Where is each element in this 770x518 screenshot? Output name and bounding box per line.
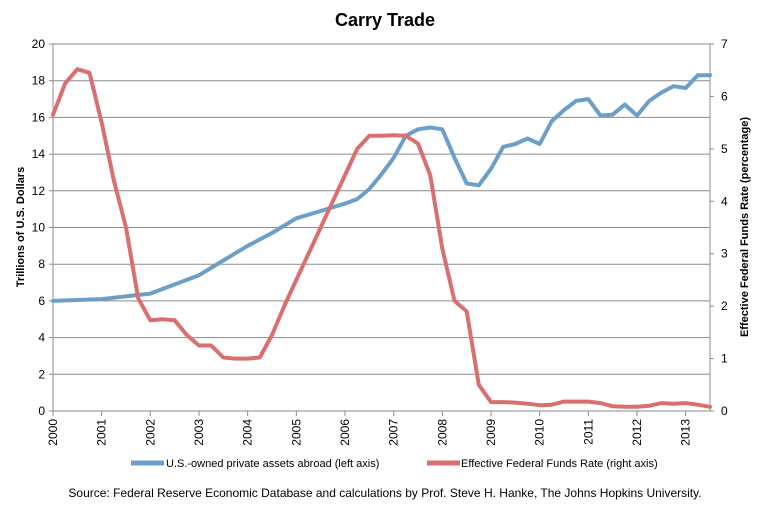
right-tick-label: 3 (721, 247, 728, 261)
right-tick-label: 1 (721, 352, 728, 366)
right-axis-ticks: 0 1 2 3 4 5 6 7 (710, 37, 728, 418)
x-tick-label: 2012 (630, 419, 644, 446)
left-tick-label: 8 (38, 257, 45, 271)
x-axis-ticks: 2000 2001 2002 2003 2004 2005 2006 2007 2008 2009… (46, 411, 693, 446)
series-line-fed-funds-rate (51, 67, 712, 409)
right-axis-label: Effective Federal Funds Rate (percentage… (739, 117, 751, 337)
left-tick-label: 0 (38, 404, 45, 418)
chart-title: Carry Trade (335, 10, 435, 30)
legend: U.S.-owned private assets abroad (left a… (131, 458, 658, 470)
left-tick-label: 14 (32, 147, 46, 161)
right-tick-label: 6 (721, 89, 728, 103)
x-tick-label: 2011 (581, 419, 595, 445)
x-tick-label: 2001 (95, 419, 109, 446)
x-tick-label: 2007 (387, 419, 401, 446)
right-tick-label: 2 (721, 299, 728, 313)
legend-label-assets: U.S.-owned private assets abroad (left a… (166, 458, 379, 470)
source-note: Source: Federal Reserve Economic Databas… (68, 486, 701, 500)
x-tick-label: 2010 (533, 419, 547, 446)
left-axis-label: Trillions of U.S. Dollars (15, 167, 27, 287)
x-tick-label: 2003 (192, 419, 206, 446)
left-tick-label: 6 (38, 294, 45, 308)
left-tick-label: 4 (38, 331, 45, 345)
right-tick-label: 4 (721, 194, 728, 208)
left-axis-ticks: 0 2 4 6 8 10 12 14 16 18 20 (32, 37, 53, 418)
right-tick-label: 5 (721, 142, 728, 156)
x-tick-label: 2004 (241, 419, 255, 446)
x-tick-label: 2008 (435, 419, 449, 446)
left-tick-label: 2 (38, 367, 45, 381)
left-tick-label: 16 (32, 110, 46, 124)
series-line-private-assets (51, 73, 712, 303)
x-tick-label: 2000 (46, 419, 60, 446)
left-tick-label: 12 (32, 184, 46, 198)
left-tick-label: 10 (32, 221, 46, 235)
legend-label-fed-funds: Effective Federal Funds Rate (right axis… (461, 458, 658, 470)
x-tick-label: 2013 (679, 419, 693, 446)
x-tick-label: 2005 (289, 419, 303, 446)
left-tick-label: 20 (32, 37, 46, 51)
right-tick-label: 0 (721, 404, 728, 418)
left-tick-label: 18 (32, 74, 46, 88)
gridlines (53, 43, 710, 375)
x-tick-label: 2006 (338, 419, 352, 446)
x-tick-label: 2009 (484, 419, 498, 446)
x-tick-label: 2002 (143, 419, 157, 446)
right-tick-label: 7 (721, 37, 728, 51)
series-layer (51, 67, 712, 409)
